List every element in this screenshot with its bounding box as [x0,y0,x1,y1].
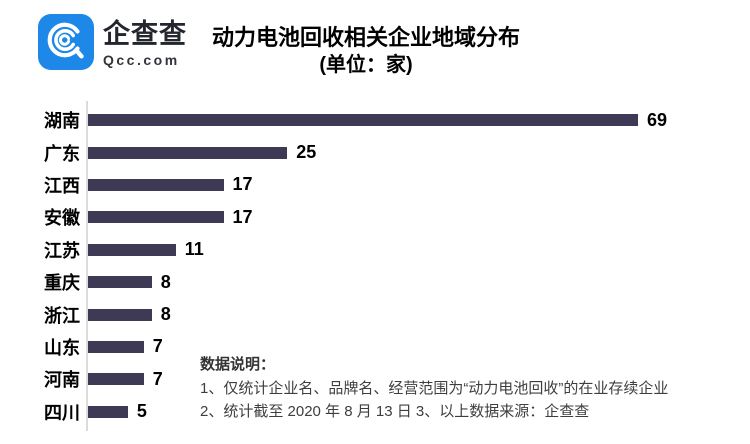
bar-value-label: 5 [136,401,147,422]
bar-value-label: 17 [232,206,253,227]
bar-row: 浙江 8 [28,298,728,330]
bar [88,405,128,418]
bar [88,276,152,289]
bar-category-label: 四川 [44,402,80,423]
bar [88,114,638,127]
bar-category-label: 广东 [44,143,80,164]
notes-heading: 数据说明： [200,356,276,373]
bar-row: 江西 17 [28,169,728,201]
bar-value-label: 69 [647,109,668,130]
bar-row: 山东 7 [28,331,728,363]
data-notes: 数据说明： 1、仅统计企业名、品牌名、经营范围为“动力电池回收”的在业存续企业 … [200,353,750,424]
bar-value-label: 7 [152,336,163,357]
brand-domain: Qcc.com [103,52,180,68]
bar-value-label: 8 [160,304,171,325]
bar-value-label: 11 [184,239,204,260]
chart-unit-label: (单位：家) [319,54,413,76]
qcc-magnifier-icon [38,14,94,70]
bar-value-label: 8 [160,271,171,292]
notes-line-1: 1、仅统计企业名、品牌名、经营范围为“动力电池回收”的在业存续企业 [200,379,669,397]
bar [88,146,288,159]
bar-row: 安徽 17 [28,201,728,233]
bar-category-label: 浙江 [44,305,80,326]
bar-row: 重庆 8 [28,266,728,298]
bar-category-label: 江西 [44,175,80,196]
bar [88,211,224,224]
bar [88,308,152,321]
bar-row: 河南 7 [28,363,728,395]
bar [88,243,176,256]
bar [88,373,144,386]
bar-row: 江苏 11 [28,234,728,266]
bar-value-label: 17 [232,174,253,195]
brand-text: 企查查 Qcc.com [103,19,187,69]
chart-title-block: 动力电池回收相关企业地域分布 (单位：家) [180,24,552,79]
bar-chart: 湖南 69 广东 25 江西 17 安徽 17 江苏 11 重庆 8 浙江 8 山东 7 河南 7 四川 5 [28,104,728,428]
brand-name: 企查查 [103,19,187,49]
bar-row: 湖南 69 [28,104,728,136]
qcc-logo [38,14,94,70]
notes-line-2: 2、统计截至 2020 年 8 月 13 日 3、以上数据来源：企查查 [200,403,590,420]
bar-value-label: 7 [152,368,163,389]
bar-category-label: 江苏 [44,240,80,261]
bar [88,178,224,191]
bar-value-label: 25 [296,142,317,163]
bar-category-label: 山东 [44,337,80,358]
bar-row: 广东 25 [28,136,728,168]
bar-category-label: 重庆 [44,273,80,294]
bar-category-label: 安徽 [44,208,80,229]
bar-row: 四川 5 [28,396,728,428]
bar [88,340,144,353]
bar-category-label: 河南 [44,370,80,391]
chart-title: 动力电池回收相关企业地域分布 [211,25,520,50]
bar-category-label: 湖南 [44,111,80,132]
y-axis-line [86,101,88,431]
